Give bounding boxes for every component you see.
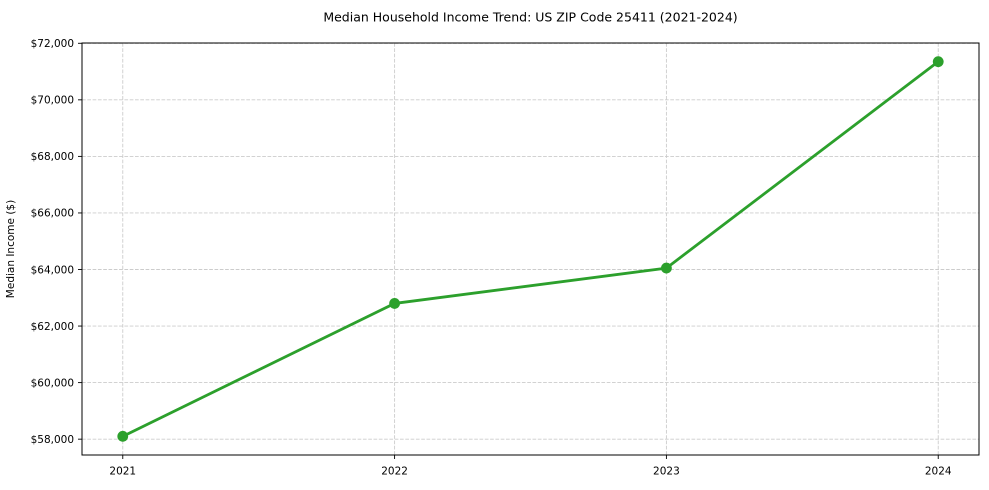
data-point-2022 (389, 298, 400, 309)
y-tick-label: $72,000 (31, 38, 74, 50)
data-point-2023 (661, 262, 672, 274)
chart-title: Median Household Income Trend: US ZIP Co… (323, 10, 737, 25)
y-tick-label: $66,000 (31, 208, 74, 220)
y-axis-label: Median Income ($) (5, 200, 17, 298)
y-tick-label: $68,000 (31, 151, 74, 163)
trend-line (121, 60, 940, 438)
y-tick-label: $60,000 (31, 377, 74, 389)
x-tick-label: 2023 (653, 466, 680, 478)
data-point-2024 (932, 56, 944, 68)
y-tick-label: $64,000 (31, 264, 74, 276)
data-point-2021 (117, 430, 129, 442)
y-tick-label: $70,000 (31, 95, 74, 107)
x-tick-label: 2022 (381, 466, 408, 478)
y-tick-label: $58,000 (31, 434, 74, 446)
y-tick-label: $62,000 (31, 321, 74, 333)
x-tick-label: 2021 (109, 466, 136, 478)
plot-border (81, 42, 980, 456)
x-tick-label: 2024 (925, 466, 952, 478)
